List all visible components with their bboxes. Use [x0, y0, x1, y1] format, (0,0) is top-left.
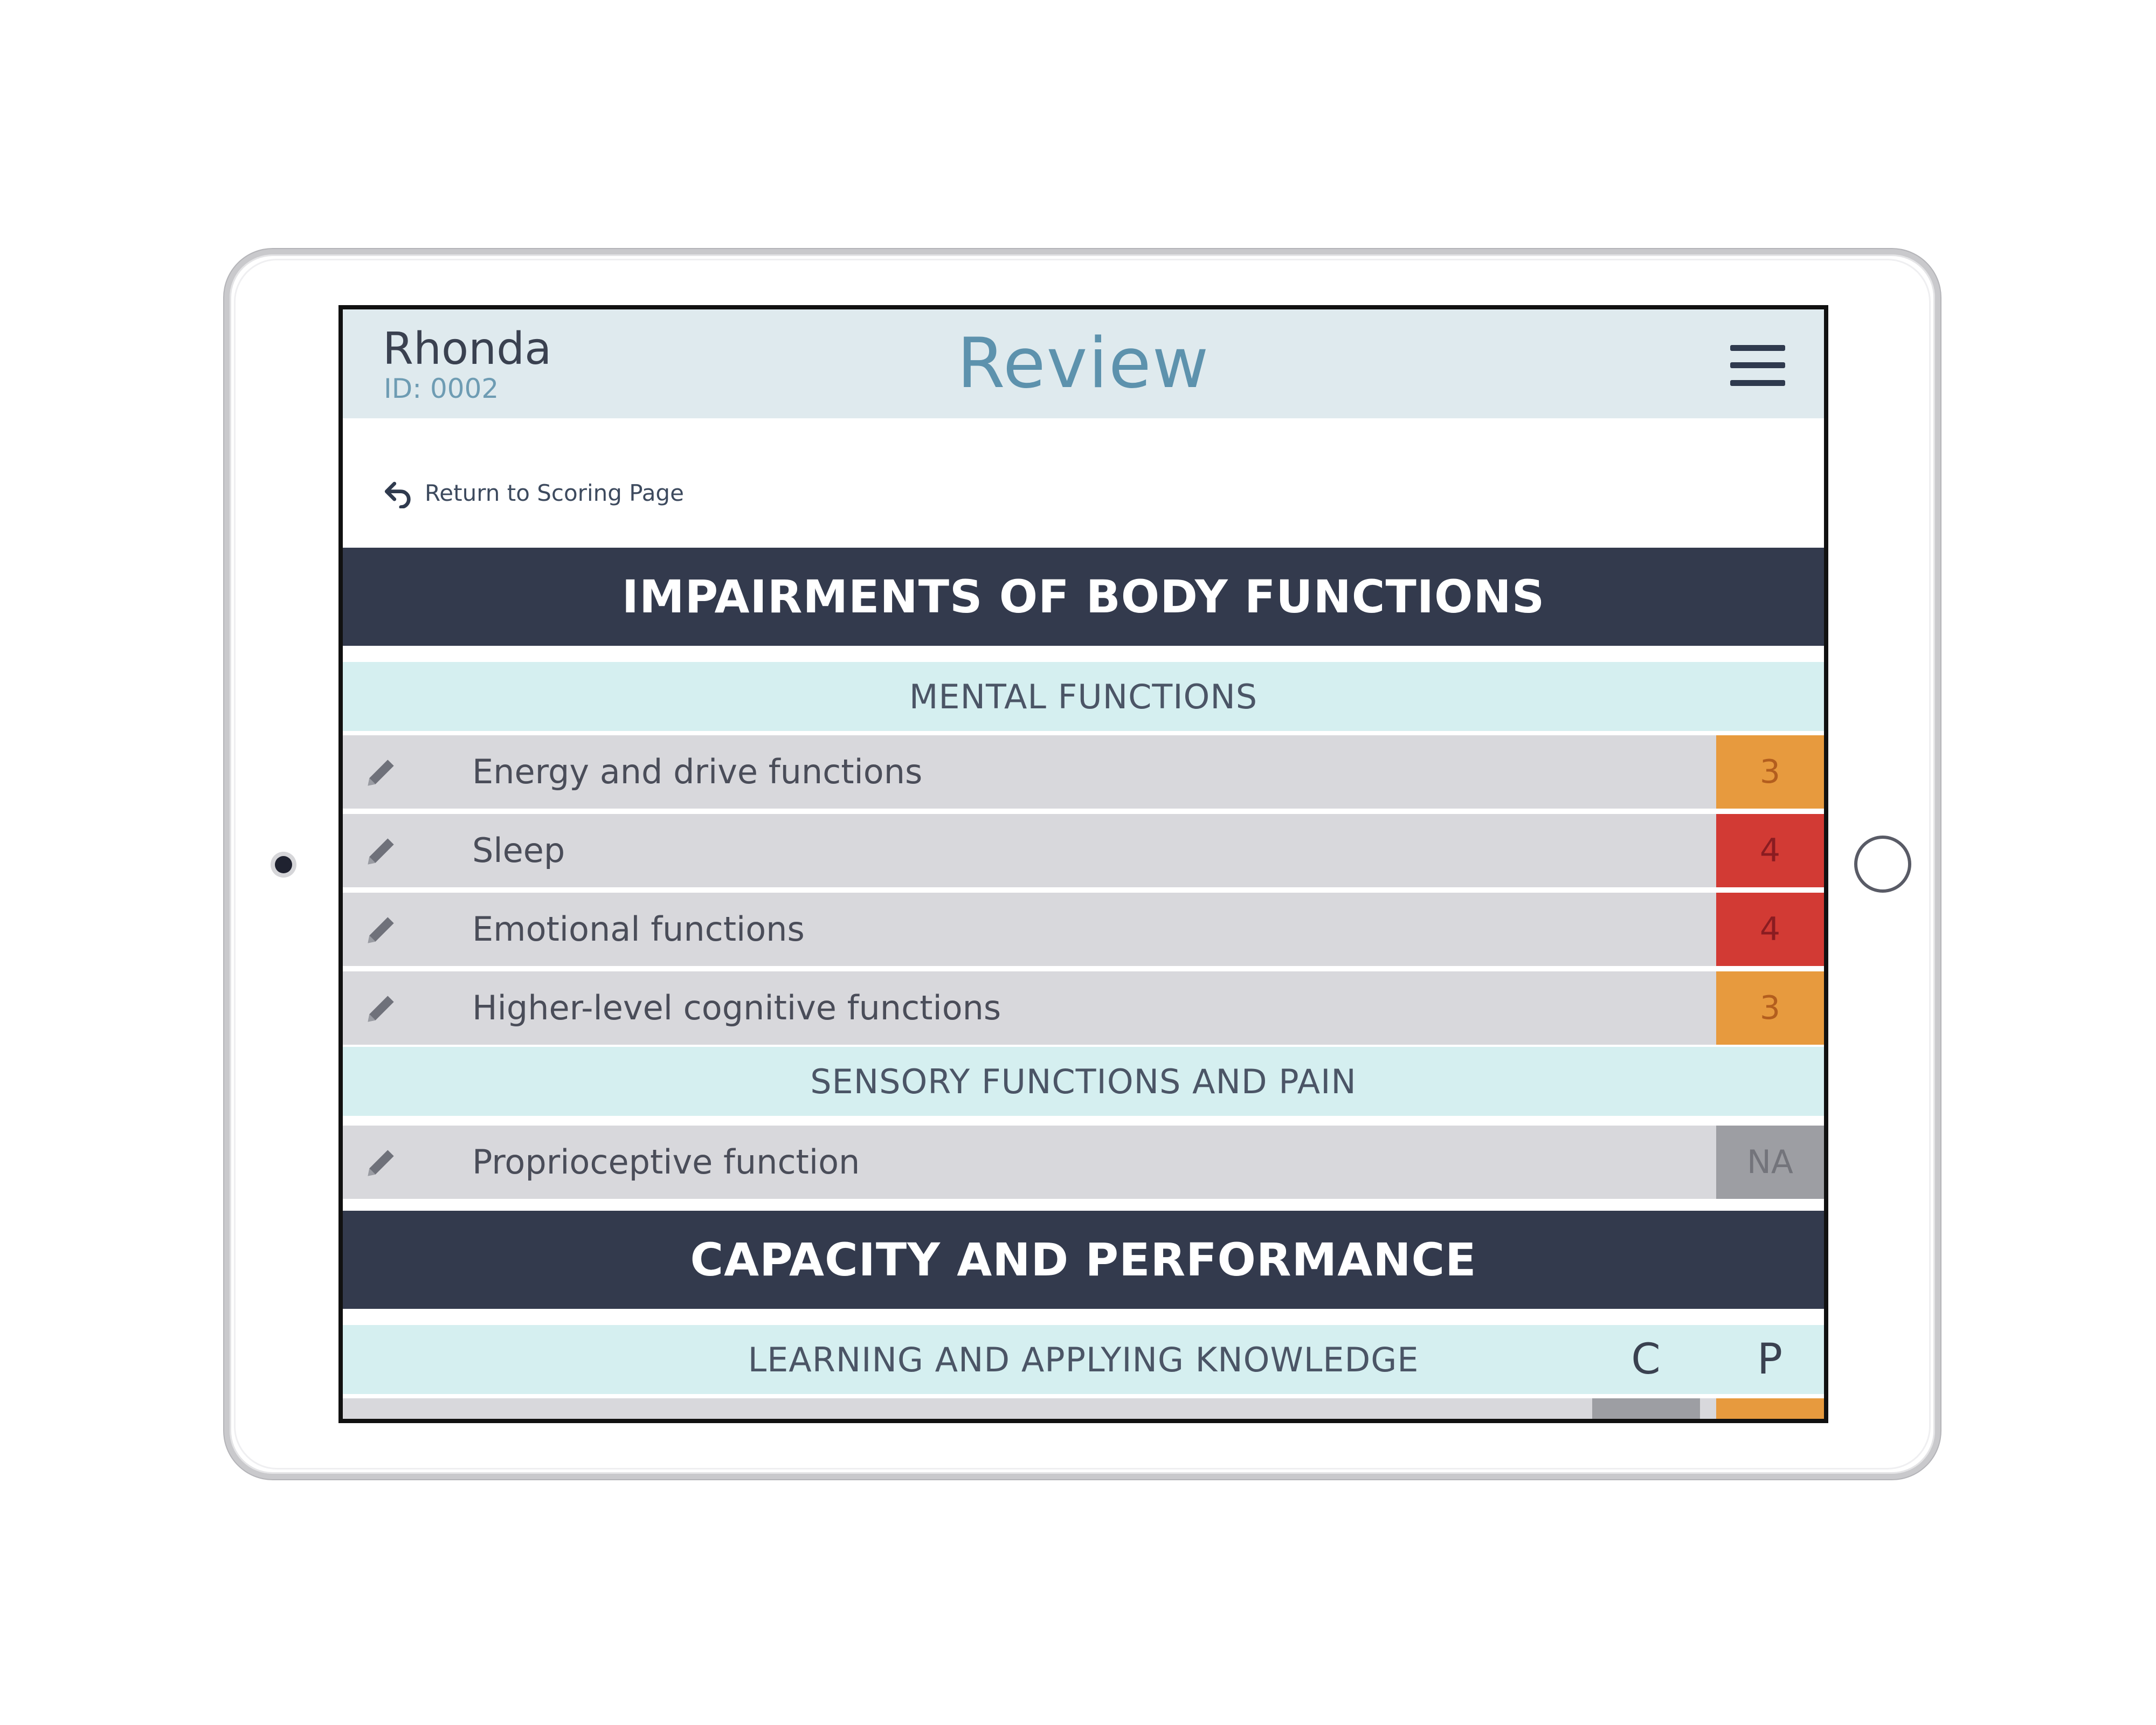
section-header-body-functions: IMPAIRMENTS OF BODY FUNCTIONS	[343, 548, 1824, 646]
patient-name: Rhonda	[383, 323, 552, 375]
column-label-performance: P	[1757, 1335, 1784, 1384]
item-label: Sleep	[472, 831, 565, 870]
pencil-edit-icon[interactable]	[363, 832, 400, 869]
group-header-mental-functions: MENTAL FUNCTIONS	[343, 662, 1824, 731]
column-label-capacity: C	[1631, 1335, 1661, 1384]
item-row-energy-drive[interactable]: Energy and drive functions 3	[343, 735, 1824, 809]
pencil-edit-icon[interactable]	[363, 911, 400, 948]
return-to-scoring-link[interactable]: Return to Scoring Page	[383, 475, 684, 510]
item-label: Emotional functions	[472, 909, 805, 949]
item-label: Proprioceptive function	[472, 1142, 860, 1182]
score-badge: NA	[1716, 1126, 1824, 1199]
app-header: Rhonda ID: 0002 Review	[343, 309, 1824, 418]
page-title: Review	[957, 323, 1210, 404]
score-badge: 4	[1716, 814, 1824, 887]
group-title: LEARNING AND APPLYING KNOWLEDGE	[748, 1340, 1419, 1379]
group-header-sensory-pain: SENSORY FUNCTIONS AND PAIN	[343, 1047, 1824, 1116]
item-label: Higher-level cognitive functions	[472, 988, 1001, 1027]
score-badge: 3	[1716, 735, 1824, 809]
performance-score-badge	[1716, 1398, 1824, 1419]
app-screen: Rhonda ID: 0002 Review Return to Scoring…	[338, 305, 1828, 1423]
patient-id: ID: 0002	[384, 373, 499, 404]
score-badge: 3	[1716, 971, 1824, 1045]
group-header-learning-knowledge: LEARNING AND APPLYING KNOWLEDGE C P	[343, 1325, 1824, 1394]
item-label: Energy and drive functions	[472, 752, 923, 791]
score-badge: 4	[1716, 893, 1824, 966]
pencil-edit-icon[interactable]	[363, 754, 400, 790]
item-row-emotional[interactable]: Emotional functions 4	[343, 893, 1824, 966]
pencil-edit-icon[interactable]	[363, 990, 400, 1026]
pencil-edit-icon[interactable]	[363, 1144, 400, 1181]
hamburger-menu-icon[interactable]	[1730, 345, 1785, 386]
section-header-capacity-performance: CAPACITY AND PERFORMANCE	[343, 1211, 1824, 1309]
home-button[interactable]	[1854, 836, 1911, 893]
item-row-proprioceptive[interactable]: Proprioceptive function NA	[343, 1126, 1824, 1199]
item-row-partial[interactable]	[343, 1398, 1824, 1419]
return-link-label: Return to Scoring Page	[425, 479, 684, 506]
return-arrow-icon	[384, 481, 411, 508]
item-row-higher-cognitive[interactable]: Higher-level cognitive functions 3	[343, 971, 1824, 1045]
capacity-score-badge	[1592, 1398, 1700, 1419]
front-camera	[275, 856, 292, 873]
item-row-sleep[interactable]: Sleep 4	[343, 814, 1824, 887]
